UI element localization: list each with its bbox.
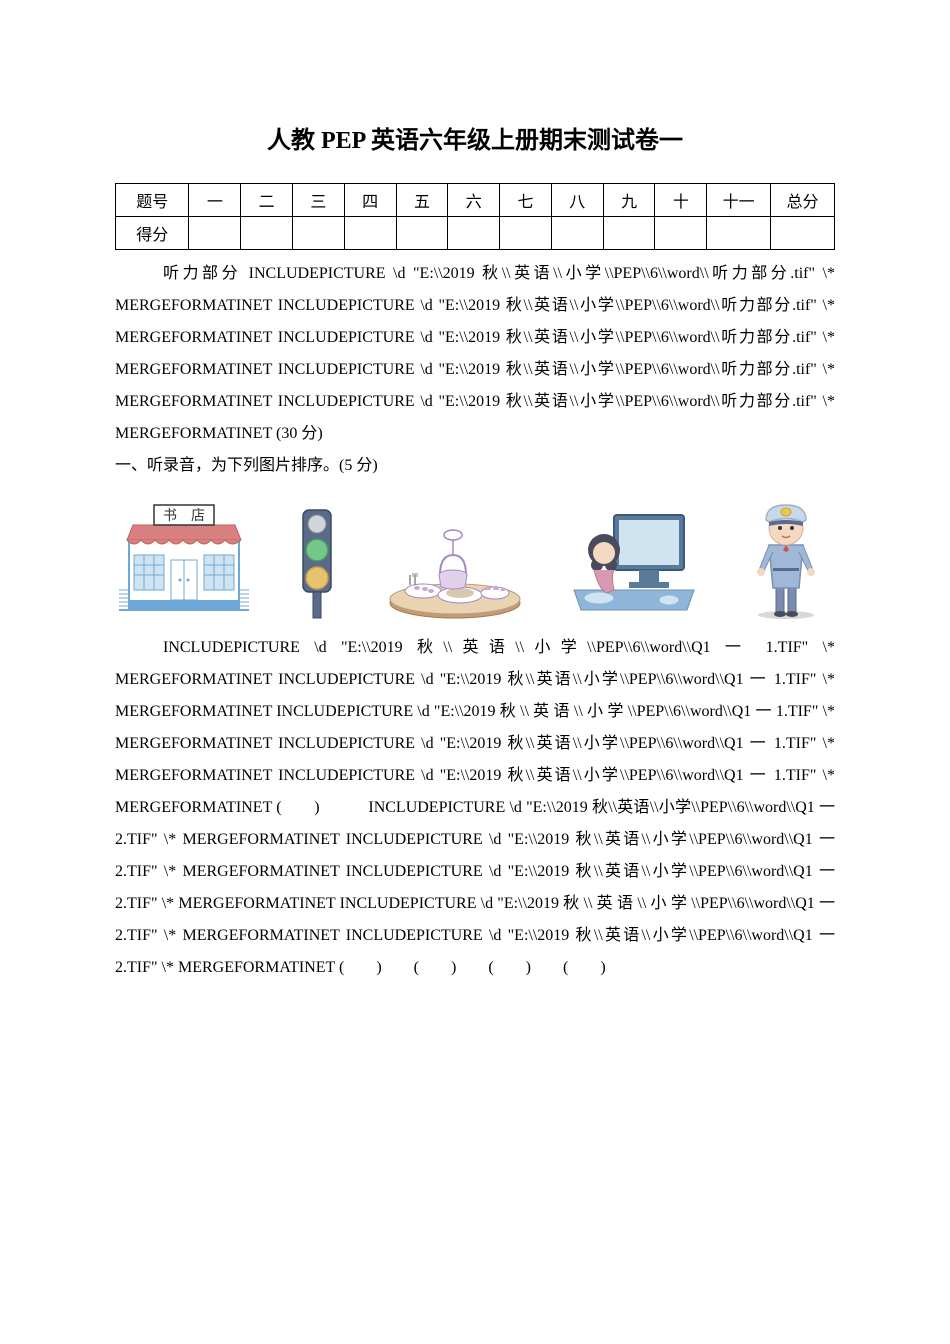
score-cell [655,217,707,250]
score-cell [500,217,552,250]
col-header: 七 [500,184,552,217]
score-cell [241,217,293,250]
field-code-block: INCLUDEPICTURE \d "E:\\2019 秋\\英语\\小学\\P… [115,632,835,984]
col-header: 四 [344,184,396,217]
score-cell [551,217,603,250]
picnic-icon [385,525,525,620]
police-image [741,490,831,620]
bookstore-icon: 书 店 [119,500,249,620]
col-header: 二 [241,184,293,217]
police-icon [741,490,831,620]
svg-text:书 店: 书 店 [163,508,205,524]
score-cell [189,217,241,250]
col-header: 八 [551,184,603,217]
score-cell [396,217,448,250]
row-label: 得分 [116,217,189,250]
col-header: 五 [396,184,448,217]
col-header: 十一 [707,184,771,217]
computer-icon [569,505,697,620]
section-prefix: 听力部分 [163,265,241,282]
table-row: 题号 一 二 三 四 五 六 七 八 九 十 十一 总分 [116,184,835,217]
traffic-light-image [293,508,341,620]
col-header: 九 [603,184,655,217]
score-cell [344,217,396,250]
score-cell [771,217,835,250]
bookstore-image: 书 店 [119,500,249,620]
row-label: 题号 [116,184,189,217]
score-table: 题号 一 二 三 四 五 六 七 八 九 十 十一 总分 得分 [115,183,835,250]
section-header: 听力部分 INCLUDEPICTURE \d "E:\\2019 秋\\英语\\… [115,258,835,450]
score-cell [293,217,345,250]
question-images-row: 书 店 [115,490,835,620]
score-cell [448,217,500,250]
score-cell [707,217,771,250]
picnic-image [385,525,525,620]
page-title: 人教 PEP 英语六年级上册期末测试卷一 [115,120,835,155]
computer-image [569,505,697,620]
score-cell [603,217,655,250]
question-title: 一、听录音，为下列图片排序。(5 分) [115,450,835,482]
col-header: 总分 [771,184,835,217]
col-header: 一 [189,184,241,217]
col-header: 十 [655,184,707,217]
table-row: 得分 [116,217,835,250]
col-header: 三 [293,184,345,217]
field-code-text: INCLUDEPICTURE \d "E:\\2019 秋\\英语\\小学\\P… [115,265,835,442]
col-header: 六 [448,184,500,217]
traffic-light-icon [293,508,341,620]
